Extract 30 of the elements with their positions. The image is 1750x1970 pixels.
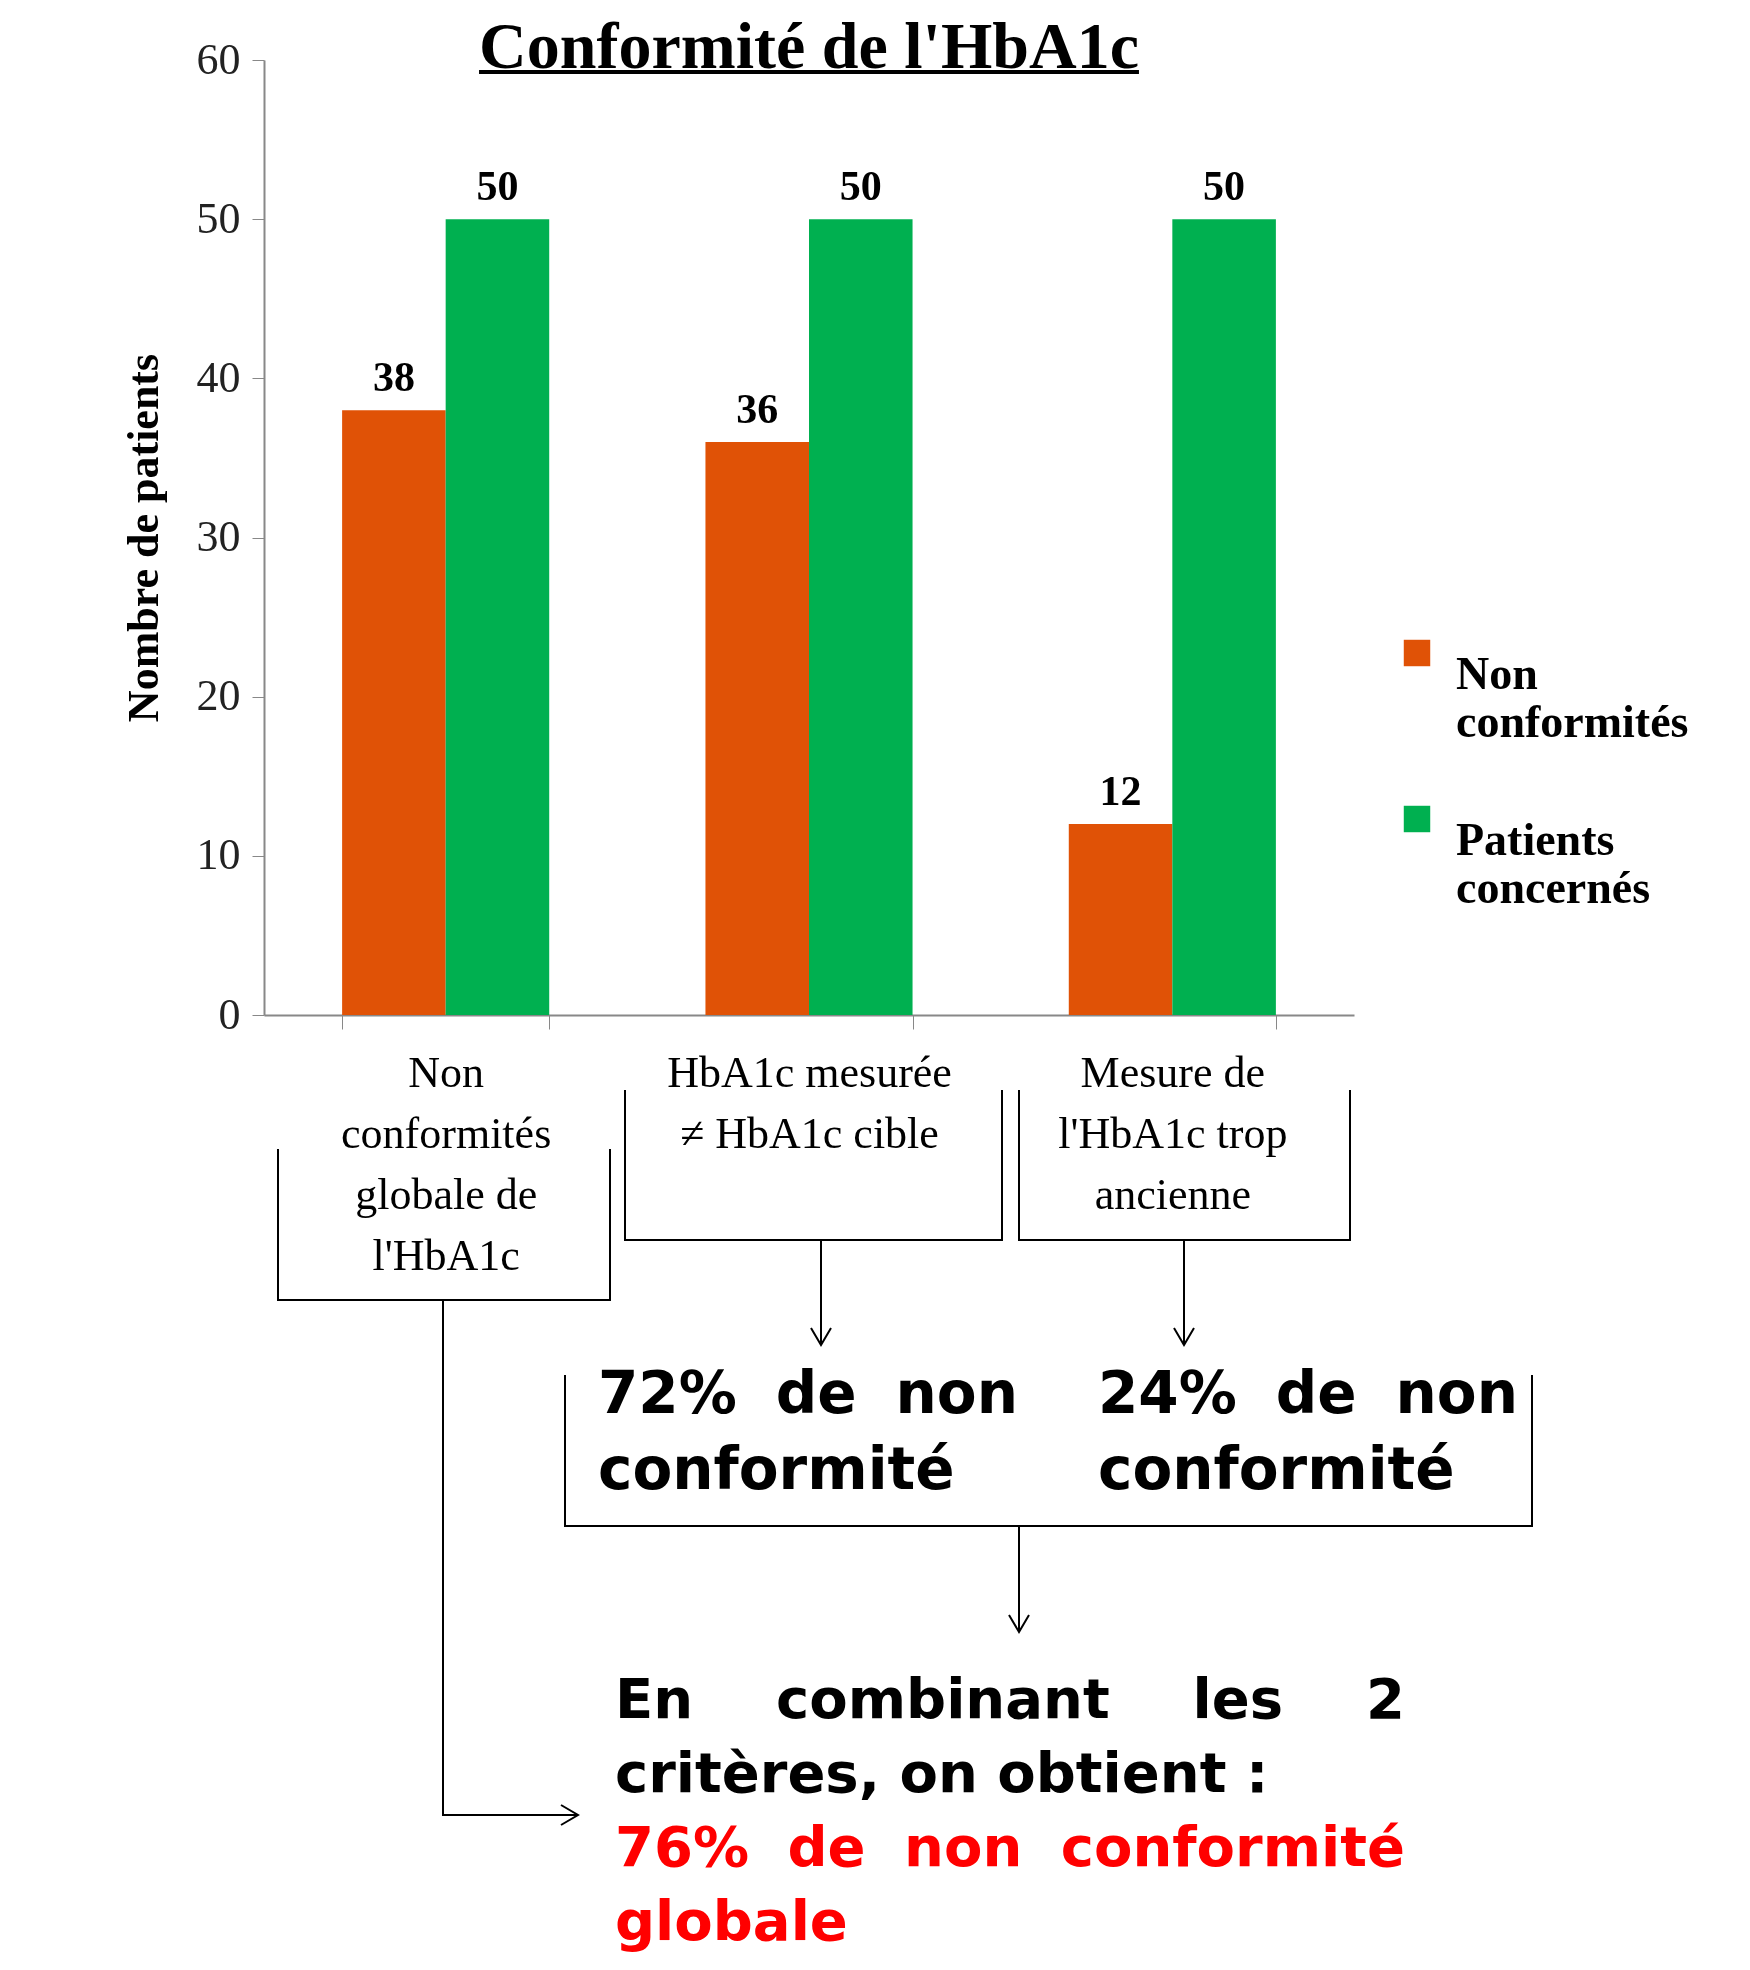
- y-axis-title: Nombre de patients: [118, 353, 168, 723]
- text: 76% de non conformité globale: [615, 1813, 1405, 1955]
- text: 72% de non conformité: [598, 1358, 1018, 1505]
- y-tick-label: 10: [196, 830, 241, 880]
- bar: [342, 410, 446, 1015]
- data-label: 38: [372, 354, 415, 401]
- bar: [705, 442, 809, 1015]
- bar: [809, 219, 913, 1015]
- legend-label: Patients concernés: [1456, 814, 1651, 913]
- bar: [1068, 824, 1173, 1015]
- legend-label: Non conformités: [1456, 648, 1689, 747]
- chart-title: Conformité de l'HbA1c: [478, 8, 1140, 84]
- x-tick-label: HbA1c mesurée ≠ HbA1c cible: [667, 1047, 952, 1158]
- y-tick-label: 30: [196, 512, 241, 561]
- y-tick-label: 50: [196, 193, 241, 243]
- bar: [1172, 219, 1276, 1015]
- data-label: 36: [736, 386, 779, 432]
- x-tick-label: Mesure de l'HbA1c trop ancienne: [1058, 1047, 1288, 1219]
- data-label: 50: [839, 163, 882, 210]
- y-tick-label: 0: [218, 989, 241, 1039]
- y-tick-label: 20: [196, 671, 241, 721]
- data-label: 50: [1203, 163, 1246, 210]
- text: En combinant les 2 critères, on obtient :: [615, 1665, 1405, 1807]
- y-tick-label: 40: [196, 352, 241, 402]
- data-label: 50: [476, 163, 519, 210]
- bar: [445, 219, 550, 1015]
- text: 24% de non conformité: [1098, 1358, 1518, 1505]
- x-tick-label: Non conformités globale de l'HbA1c: [341, 1047, 552, 1280]
- data-label: 12: [1099, 768, 1142, 814]
- y-tick-label: 60: [196, 34, 241, 84]
